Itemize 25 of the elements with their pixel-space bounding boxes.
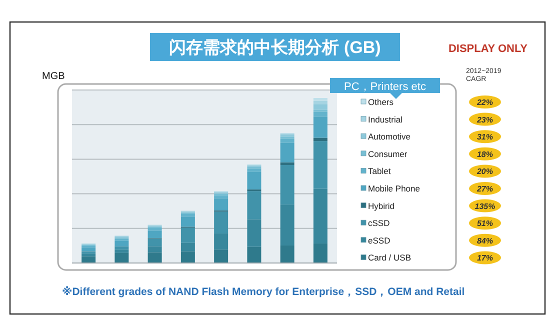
text: 84% (476, 236, 494, 246)
text: 51% (476, 219, 494, 228)
legend-label: Consumer (368, 148, 408, 159)
legend-label: Tablet (368, 166, 392, 176)
legend-label: Mobile Phone (368, 184, 420, 194)
text: 20% (476, 167, 494, 176)
text: 18% (476, 150, 494, 159)
text: 17% (476, 254, 494, 263)
legend-label: Others (368, 97, 394, 107)
text: 31% (476, 132, 494, 142)
text: 135% (474, 202, 496, 211)
y-axis-title: MGB (42, 71, 66, 82)
legend-label: Card / USB (368, 252, 412, 263)
text: PC，Printers etc (344, 81, 426, 93)
legend-label: eSSD (368, 235, 390, 246)
text: 27% (476, 184, 494, 194)
legend-label: cSSD (368, 218, 390, 228)
text: DISPLAY ONLY (448, 43, 528, 55)
text: ※Different grades of NAND Flash Memory for Enterprise，SSD，OEM and Retail (62, 286, 465, 298)
text: 23% (476, 115, 494, 124)
text: 22% (476, 98, 494, 107)
legend-label: Hybirid (368, 200, 395, 211)
legend-label: Industrial (368, 114, 403, 124)
legend-label: Automotive (368, 132, 411, 142)
chart-title: 闪存需求的中长期分析 (GB) (169, 38, 381, 57)
